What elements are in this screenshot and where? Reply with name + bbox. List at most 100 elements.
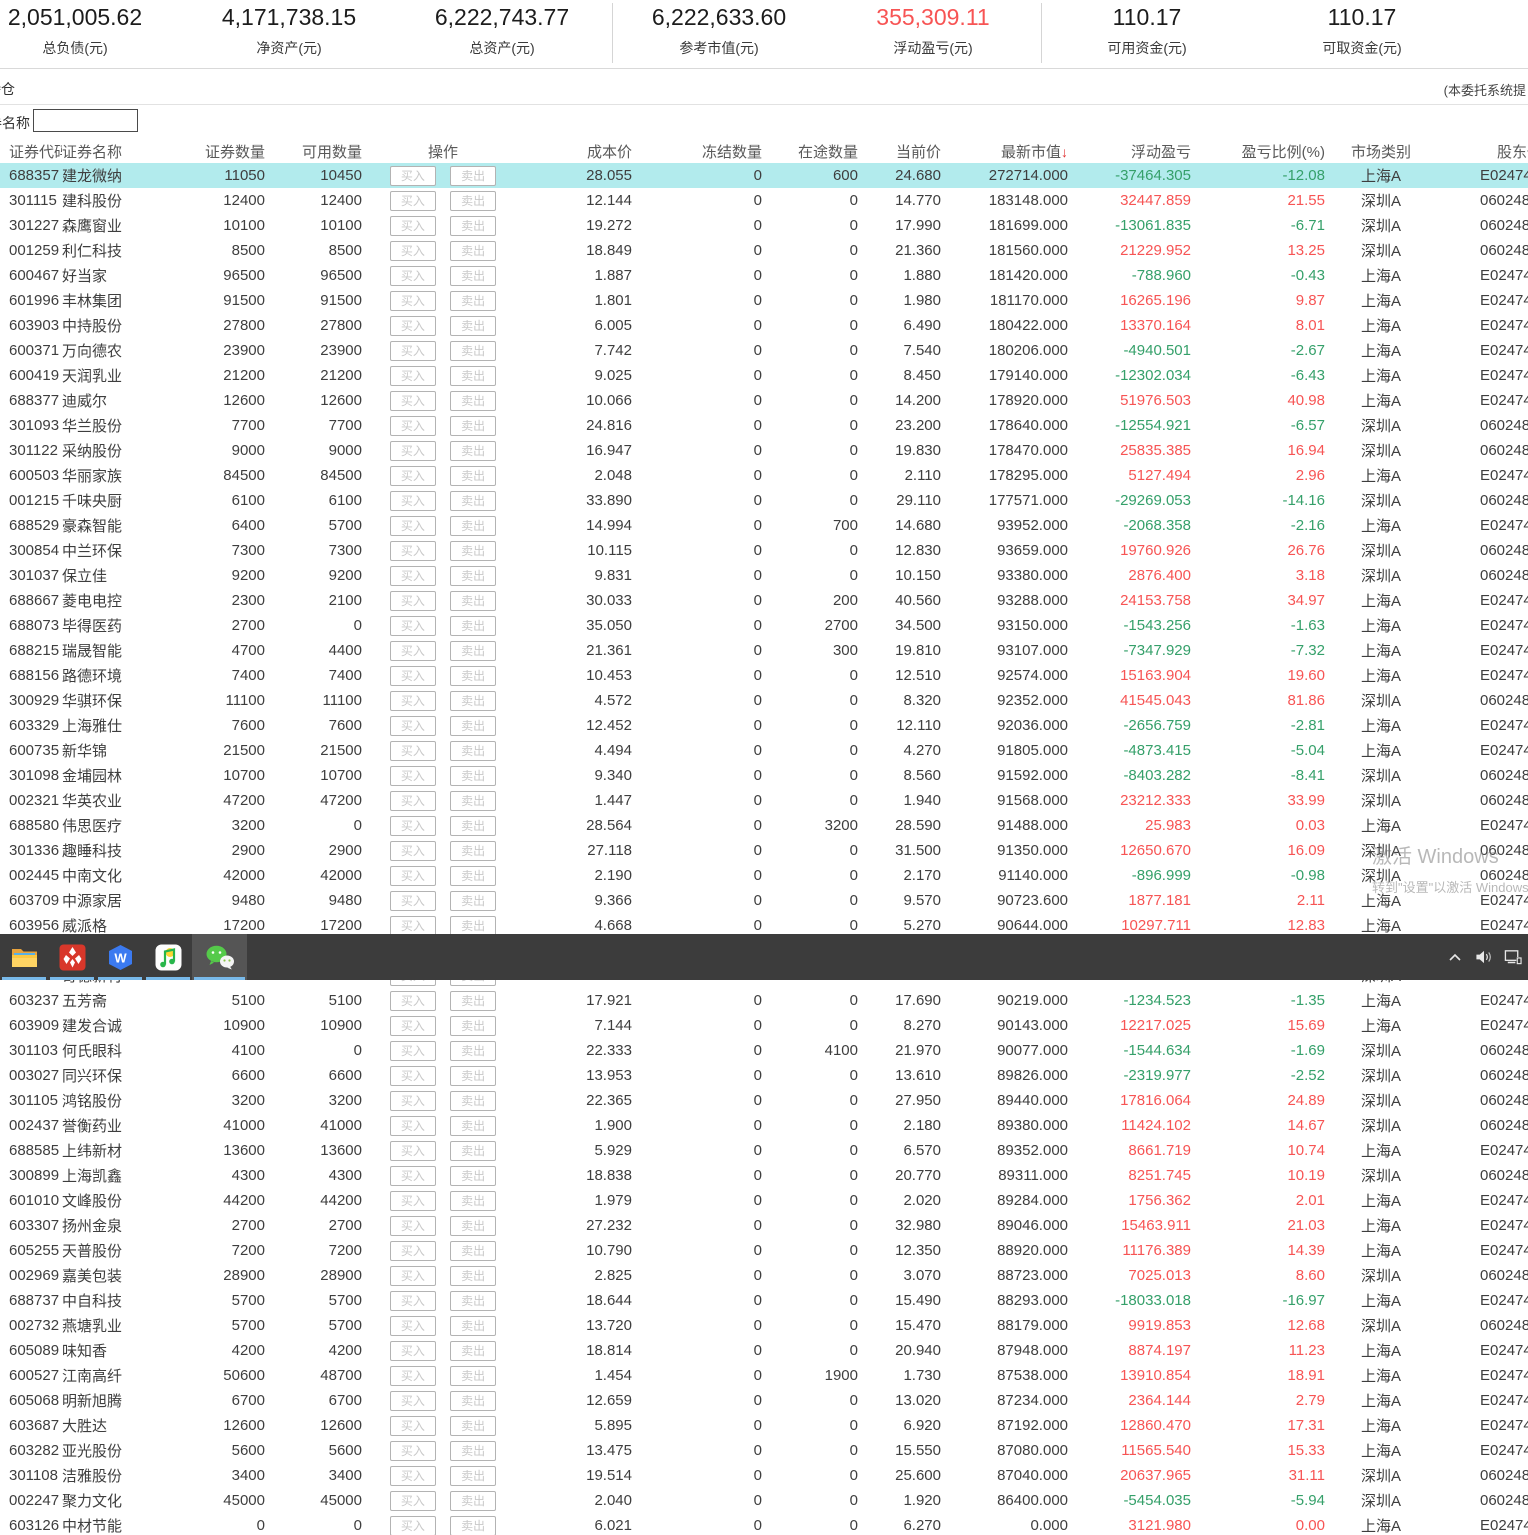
header-qty[interactable]: 证券数量 [204,143,265,161]
buy-button[interactable]: 买入 [389,640,436,661]
sell-button[interactable]: 卖出 [450,590,497,611]
tab-positions[interactable]: 持仓 [0,81,15,97]
sell-button[interactable]: 卖出 [450,390,497,411]
position-row[interactable]: 603282 亚光股份 5600 5600 买入 卖出 13.475 0 0 1… [0,1438,1528,1463]
sell-button[interactable]: 卖出 [450,1290,497,1311]
position-row[interactable]: 600419 天润乳业 21200 21200 买入 卖出 9.025 0 0 … [0,363,1528,388]
header-transit[interactable]: 在途数量 [797,143,858,161]
buy-button[interactable]: 买入 [389,1165,436,1186]
position-row[interactable]: 002437 誉衡药业 41000 41000 买入 卖出 1.900 0 0 … [0,1113,1528,1138]
position-row[interactable]: 301103 何氏眼科 4100 0 买入 卖出 22.333 0 4100 2… [0,1038,1528,1063]
position-row[interactable]: 688529 豪森智能 6400 5700 买入 卖出 14.994 0 700… [0,513,1528,538]
sell-button[interactable]: 卖出 [450,615,497,636]
header-avail[interactable]: 可用数量 [301,143,362,161]
position-row[interactable]: 688585 上纬新材 13600 13600 买入 卖出 5.929 0 0 … [0,1138,1528,1163]
sell-button[interactable]: 卖出 [450,665,497,686]
sell-button[interactable]: 卖出 [450,290,497,311]
position-row[interactable]: 002969 嘉美包装 28900 28900 买入 卖出 2.825 0 0 … [0,1263,1528,1288]
sell-button[interactable]: 卖出 [450,1115,497,1136]
buy-button[interactable]: 买入 [389,1290,436,1311]
sell-button[interactable]: 卖出 [450,915,497,936]
buy-button[interactable]: 买入 [389,290,436,311]
header-holder[interactable]: 股东代码 [1497,143,1528,161]
buy-button[interactable]: 买入 [389,1390,436,1411]
sell-button[interactable]: 卖出 [450,1515,497,1535]
position-row[interactable]: 688073 毕得医药 2700 0 买入 卖出 35.050 0 2700 3… [0,613,1528,638]
position-row[interactable]: 605068 明新旭腾 6700 6700 买入 卖出 12.659 0 0 1… [0,1388,1528,1413]
position-row[interactable]: 603687 大胜达 12600 12600 买入 卖出 5.895 0 0 6… [0,1413,1528,1438]
position-row[interactable]: 301122 采纳股份 9000 9000 买入 卖出 16.947 0 0 1… [0,438,1528,463]
buy-button[interactable]: 买入 [389,1190,436,1211]
sell-button[interactable]: 卖出 [450,790,497,811]
header-market[interactable]: 市场类别 [1350,143,1411,161]
sell-button[interactable]: 卖出 [450,1415,497,1436]
buy-button[interactable]: 买入 [389,590,436,611]
name-filter-input[interactable] [33,109,138,132]
buy-button[interactable]: 买入 [389,490,436,511]
buy-button[interactable]: 买入 [389,215,436,236]
buy-button[interactable]: 买入 [389,1365,436,1386]
header-frozen[interactable]: 冻结数量 [701,143,762,161]
sell-button[interactable]: 卖出 [450,840,497,861]
sell-button[interactable]: 卖出 [450,365,497,386]
taskbar-trading-app[interactable] [48,934,96,980]
buy-button[interactable]: 买入 [389,715,436,736]
sell-button[interactable]: 卖出 [450,1340,497,1361]
taskbar-wps-office[interactable]: W [96,934,144,980]
position-row[interactable]: 688215 瑞晟智能 4700 4400 买入 卖出 21.361 0 300… [0,638,1528,663]
buy-button[interactable]: 买入 [389,790,436,811]
sell-button[interactable]: 卖出 [450,815,497,836]
header-name[interactable]: 证券名称 [62,143,123,161]
sell-button[interactable]: 卖出 [450,640,497,661]
sell-button[interactable]: 卖出 [450,215,497,236]
position-row[interactable]: 003027 同兴环保 6600 6600 买入 卖出 13.953 0 0 1… [0,1063,1528,1088]
buy-button[interactable]: 买入 [389,515,436,536]
buy-button[interactable]: 买入 [389,415,436,436]
sell-button[interactable]: 卖出 [450,1490,497,1511]
taskbar-file-explorer[interactable] [0,934,48,980]
buy-button[interactable]: 买入 [389,690,436,711]
sell-button[interactable]: 卖出 [450,1215,497,1236]
position-row[interactable]: 002445 中南文化 42000 42000 买入 卖出 2.190 0 0 … [0,863,1528,888]
buy-button[interactable]: 买入 [389,1415,436,1436]
position-row[interactable]: 301105 鸿铭股份 3200 3200 买入 卖出 22.365 0 0 2… [0,1088,1528,1113]
position-row[interactable]: 301227 森鹰窗业 10100 10100 买入 卖出 19.272 0 0… [0,213,1528,238]
buy-button[interactable]: 买入 [389,1090,436,1111]
buy-button[interactable]: 买入 [389,390,436,411]
header-ratio[interactable]: 盈亏比例(%) [1241,143,1325,161]
buy-button[interactable]: 买入 [389,1140,436,1161]
position-row[interactable]: 603307 扬州金泉 2700 2700 买入 卖出 27.232 0 0 3… [0,1213,1528,1238]
position-row[interactable]: 300929 华骐环保 11100 11100 买入 卖出 4.572 0 0 … [0,688,1528,713]
buy-button[interactable]: 买入 [389,1465,436,1486]
position-row[interactable]: 002732 燕塘乳业 5700 5700 买入 卖出 13.720 0 0 1… [0,1313,1528,1338]
buy-button[interactable]: 买入 [389,440,436,461]
buy-button[interactable]: 买入 [389,615,436,636]
position-row[interactable]: 603126 中材节能 0 0 买入 卖出 6.021 0 0 6.270 0.… [0,1513,1528,1535]
position-row[interactable]: 300899 上海凯鑫 4300 4300 买入 卖出 18.838 0 0 2… [0,1163,1528,1188]
buy-button[interactable]: 买入 [389,1440,436,1461]
sell-button[interactable]: 卖出 [450,240,497,261]
buy-button[interactable]: 买入 [389,240,436,261]
position-row[interactable]: 603237 五芳斋 5100 5100 买入 卖出 17.921 0 0 17… [0,988,1528,1013]
position-row[interactable]: 605255 天普股份 7200 7200 买入 卖出 10.790 0 0 1… [0,1238,1528,1263]
position-row[interactable]: 001259 利仁科技 8500 8500 买入 卖出 18.849 0 0 2… [0,238,1528,263]
position-row[interactable]: 300854 中兰环保 7300 7300 买入 卖出 10.115 0 0 1… [0,538,1528,563]
position-row[interactable]: 600467 好当家 96500 96500 买入 卖出 1.887 0 0 1… [0,263,1528,288]
position-row[interactable]: 301336 趣睡科技 2900 2900 买入 卖出 27.118 0 0 3… [0,838,1528,863]
buy-button[interactable]: 买入 [389,815,436,836]
position-row[interactable]: 603709 中源家居 9480 9480 买入 卖出 9.366 0 0 9.… [0,888,1528,913]
position-row[interactable]: 688357 建龙微纳 11050 10450 买入 卖出 28.055 0 6… [0,163,1528,188]
header-cost[interactable]: 成本价 [586,143,632,161]
position-row[interactable]: 603329 上海雅仕 7600 7600 买入 卖出 12.452 0 0 1… [0,713,1528,738]
position-row[interactable]: 688580 伟思医疗 3200 0 买入 卖出 28.564 0 3200 2… [0,813,1528,838]
buy-button[interactable]: 买入 [389,1315,436,1336]
sell-button[interactable]: 卖出 [450,565,497,586]
sell-button[interactable]: 卖出 [450,1190,497,1211]
buy-button[interactable]: 买入 [389,840,436,861]
sell-button[interactable]: 卖出 [450,765,497,786]
buy-button[interactable]: 买入 [389,1015,436,1036]
taskbar-qq-music[interactable] [144,934,192,980]
sell-button[interactable]: 卖出 [450,1440,497,1461]
header-current[interactable]: 当前价 [895,143,941,161]
sell-button[interactable]: 卖出 [450,490,497,511]
